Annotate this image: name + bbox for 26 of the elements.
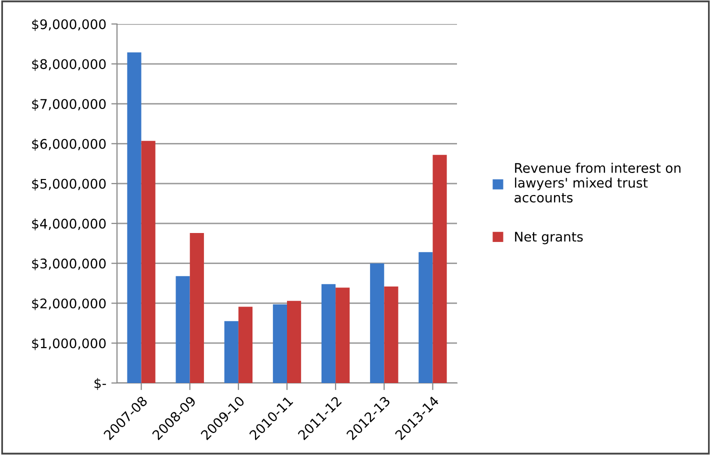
legend-label: Revenue from interest on lawyers' mixed trust accounts [514,162,680,203]
bar [127,52,142,383]
bar [190,233,204,383]
legend-label: Net grants [515,232,583,244]
y-tick-label: $1,000,000 [32,338,106,350]
bar [238,306,253,383]
y-tick-label: $2,000,000 [32,298,106,310]
bar [224,321,238,383]
y-tick-label: $3,000,000 [32,258,106,270]
bar [336,288,350,383]
bar [418,252,433,383]
y-tick-label: $8,000,000 [32,58,106,71]
y-tick-label: $9,000,000 [32,18,106,31]
bar [384,286,398,383]
y-tick-label: $7,000,000 [32,98,106,111]
bar [287,300,302,383]
bar [370,263,384,383]
y-tick-label: $4,000,000 [32,218,106,230]
y-tick-label: $- [94,378,106,390]
bar [176,276,190,383]
y-tick-label: $6,000,000 [32,138,106,151]
bar [272,304,287,383]
bar [141,140,156,383]
bar [321,284,336,383]
bar [432,154,447,383]
y-tick-label: $5,000,000 [32,178,106,191]
